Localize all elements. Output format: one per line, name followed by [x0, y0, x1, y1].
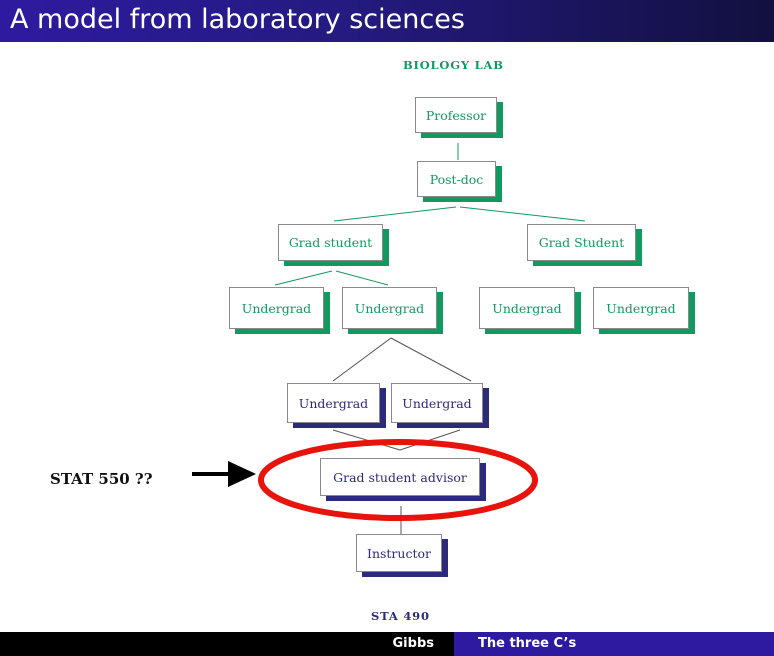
footer-bar: Gibbs The three C’s [0, 632, 774, 656]
connector-undergrad-to-undergrad-5 [332, 337, 392, 382]
footer-short-title: The three C’s [454, 632, 774, 656]
footer-author: Gibbs [0, 632, 454, 656]
sta-490-label: STA 490 [371, 609, 430, 623]
instructor-node: Instructor [356, 534, 442, 572]
undergrad-node-2: Undergrad [342, 287, 437, 329]
professor-node: Professor [415, 97, 497, 133]
grad-student-right-node: Grad Student [527, 224, 636, 261]
highlight-ellipse [258, 439, 538, 521]
undergrad-node-5: Undergrad [287, 383, 380, 423]
undergrad-node-6: Undergrad [391, 383, 483, 423]
arrow-head [228, 461, 256, 487]
grad-student-left-node: Grad student [278, 224, 383, 261]
slide-title-bar: A model from laboratory sciences [0, 0, 774, 42]
connector-grad-undergrad-2 [335, 270, 389, 286]
grad-student-advisor-node: Grad student advisor [320, 458, 480, 496]
undergrad-node-1: Undergrad [229, 287, 324, 329]
undergrad-node-3: Undergrad [479, 287, 575, 329]
postdoc-node: Post-doc [417, 161, 496, 197]
connector-postdoc-grad-left [333, 206, 457, 222]
connector-undergrad-to-undergrad-6 [390, 337, 472, 382]
biology-lab-label: BIOLOGY LAB [403, 58, 504, 72]
undergrad-node-4: Undergrad [593, 287, 689, 329]
connector-grad-undergrad-1 [274, 270, 333, 286]
stat-550-label: STAT 550 ?? [50, 470, 153, 488]
slide-title: A model from laboratory sciences [10, 4, 465, 35]
connector-postdoc-grad-right [459, 206, 586, 222]
